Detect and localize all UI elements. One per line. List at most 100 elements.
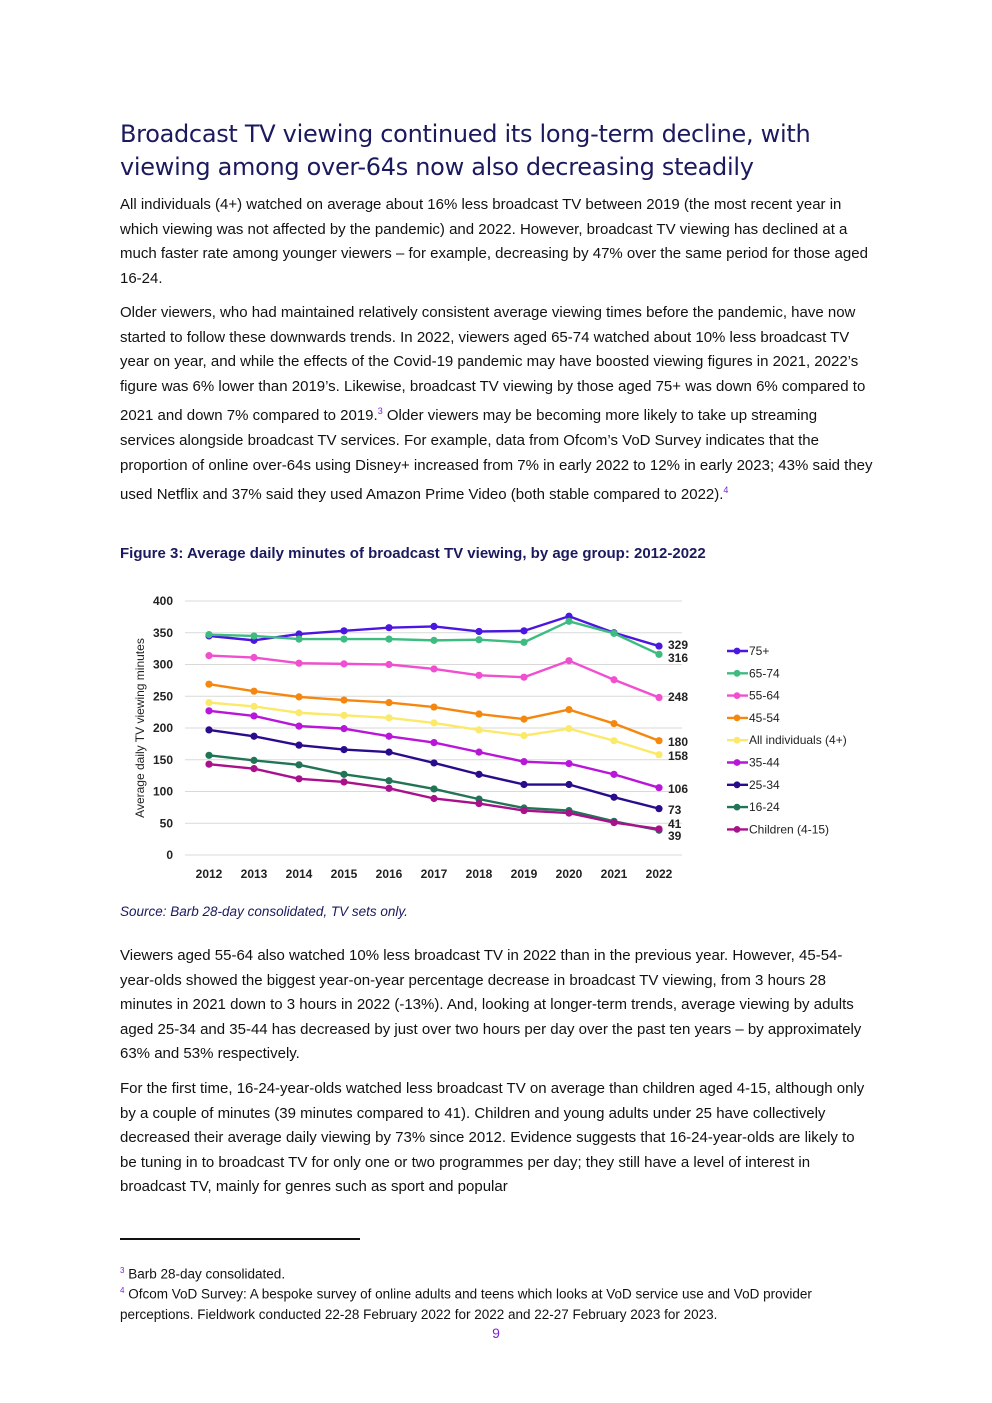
data-point xyxy=(565,759,573,768)
data-point xyxy=(295,693,303,701)
data-point xyxy=(655,737,663,745)
data-point xyxy=(475,627,483,636)
data-point xyxy=(340,778,348,786)
footnote-number: 3 xyxy=(120,1266,125,1275)
data-point xyxy=(430,636,438,644)
legend-entry: 25-34 xyxy=(749,778,780,792)
data-point xyxy=(205,726,213,734)
footnote-ref-4[interactable]: 4 xyxy=(723,485,729,496)
section-heading: Broadcast TV viewing continued its long-… xyxy=(120,120,811,181)
footnote-3: 3 Barb 28-day consolidated. xyxy=(120,1261,880,1285)
data-point xyxy=(475,726,483,734)
y-axis-label: Average daily TV viewing minutes xyxy=(133,638,147,818)
data-point xyxy=(385,624,393,632)
data-point xyxy=(655,805,663,813)
paragraph-2: Older viewers, who had maintained relati… xyxy=(120,301,875,508)
data-point xyxy=(430,759,438,767)
data-point xyxy=(475,799,483,808)
data-point xyxy=(520,715,528,723)
legend-marker xyxy=(733,714,741,722)
legend-marker xyxy=(733,781,741,789)
legend-entry: 45-54 xyxy=(749,711,780,725)
data-point xyxy=(385,699,393,707)
legend-marker xyxy=(733,826,741,833)
paragraph-4: For the first time, 16-24-year-olds watc… xyxy=(120,1080,865,1196)
x-tick-label: 2015 xyxy=(331,867,358,881)
x-tick-label: 2017 xyxy=(421,867,448,881)
legend-entry: 65-74 xyxy=(749,666,780,680)
data-point xyxy=(295,635,303,643)
data-point xyxy=(340,711,348,719)
data-point xyxy=(610,737,618,745)
data-point xyxy=(250,712,258,720)
legend-entry: 35-44 xyxy=(749,756,780,770)
data-point xyxy=(250,702,258,711)
data-point xyxy=(565,617,573,625)
y-tick-label: 150 xyxy=(153,753,173,767)
data-point xyxy=(250,732,258,740)
data-point xyxy=(385,732,393,740)
footnote-text: Barb 28-day consolidated. xyxy=(128,1266,286,1282)
series-line-55-64 xyxy=(208,654,660,699)
y-tick-label: 300 xyxy=(153,658,173,672)
x-tick-label: 2021 xyxy=(601,867,628,881)
data-point xyxy=(385,784,393,792)
data-label: 316 xyxy=(668,651,688,665)
paragraph-2-text: Older viewers, who had maintained relati… xyxy=(120,304,866,425)
data-label: 39 xyxy=(668,829,682,843)
y-tick-label: 250 xyxy=(153,689,173,703)
data-point xyxy=(295,775,303,783)
footnote-4: 4 Ofcom VoD Survey: A bespoke survey of … xyxy=(120,1281,880,1326)
data-point xyxy=(205,631,213,639)
data-point xyxy=(520,780,528,789)
legend-entry: 75+ xyxy=(749,644,769,658)
data-point xyxy=(250,756,258,764)
data-point xyxy=(520,627,528,635)
paragraph-1: All individuals (4+) watched on average … xyxy=(120,196,868,287)
y-tick-label: 400 xyxy=(153,594,173,608)
data-point xyxy=(430,794,438,803)
data-point xyxy=(430,703,438,711)
data-point xyxy=(565,725,573,733)
data-point xyxy=(250,653,258,662)
data-point xyxy=(205,707,213,715)
data-point xyxy=(610,819,618,827)
data-point xyxy=(565,612,573,620)
y-tick-label: 200 xyxy=(153,721,173,735)
data-label: 158 xyxy=(668,749,688,763)
data-point xyxy=(610,770,618,778)
data-point xyxy=(565,809,573,817)
y-tick-label: 350 xyxy=(153,626,173,640)
data-point xyxy=(565,657,573,665)
footnote-ref-3[interactable]: 3 xyxy=(377,406,383,417)
y-tick-label: 0 xyxy=(166,848,173,862)
x-tick-label: 2022 xyxy=(646,867,673,881)
legend-marker xyxy=(733,736,741,744)
legend-marker xyxy=(733,647,741,655)
data-point xyxy=(430,719,438,727)
data-point xyxy=(430,739,438,747)
footnote-number: 4 xyxy=(120,1286,125,1295)
data-point xyxy=(340,770,348,778)
data-label: 180 xyxy=(668,735,688,749)
data-point xyxy=(340,725,348,733)
data-label: 329 xyxy=(668,638,688,652)
data-point xyxy=(430,665,438,673)
data-label: 73 xyxy=(668,803,682,817)
figure-title: Figure 3: Average daily minutes of broad… xyxy=(120,545,706,562)
data-point xyxy=(205,652,213,660)
data-point xyxy=(250,632,258,640)
x-tick-label: 2012 xyxy=(196,867,223,881)
legend-marker xyxy=(733,669,741,677)
data-point xyxy=(655,650,663,658)
data-point xyxy=(610,719,618,728)
data-label: 106 xyxy=(668,782,688,796)
data-point xyxy=(340,745,348,754)
data-point xyxy=(475,636,483,644)
series-line-45-54 xyxy=(208,682,660,742)
footnote-text: Ofcom VoD Survey: A bespoke survey of on… xyxy=(120,1286,812,1323)
legend-entry: 55-64 xyxy=(749,689,780,703)
data-point xyxy=(205,699,213,707)
data-point xyxy=(205,751,213,759)
